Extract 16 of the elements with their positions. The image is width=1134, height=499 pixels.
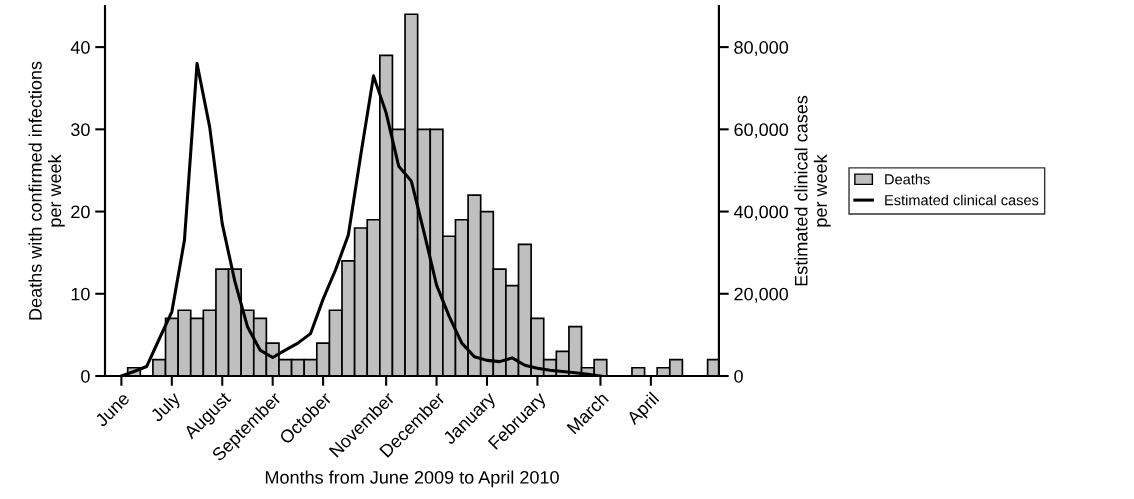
y2-tick-label: 40,000 (733, 205, 789, 221)
y2-tick-label: 60,000 (734, 123, 789, 139)
y2-axis-title: Estimated clinical cases per week (794, 95, 831, 286)
x-tick-label: July (149, 390, 184, 425)
y-tick-label: 10 (71, 287, 90, 301)
y-tick-label: 30 (71, 123, 90, 137)
legend-label: Deaths (885, 173, 930, 185)
y-tick-label: 20 (71, 205, 90, 219)
y-axis-title: Deaths with confirmed infections per week (28, 61, 65, 320)
y-tick-label: 0 (81, 369, 90, 383)
y2-tick-label: 0 (734, 369, 743, 383)
y2-tick-label: 20,000 (734, 287, 789, 303)
y-tick-label: 40 (70, 41, 90, 54)
x-axis-title: Months from June 2009 to April 2010 (265, 470, 559, 488)
y2-tick-label: 80,000 (734, 41, 789, 56)
legend-label: Estimated clinical cases (885, 194, 1039, 206)
